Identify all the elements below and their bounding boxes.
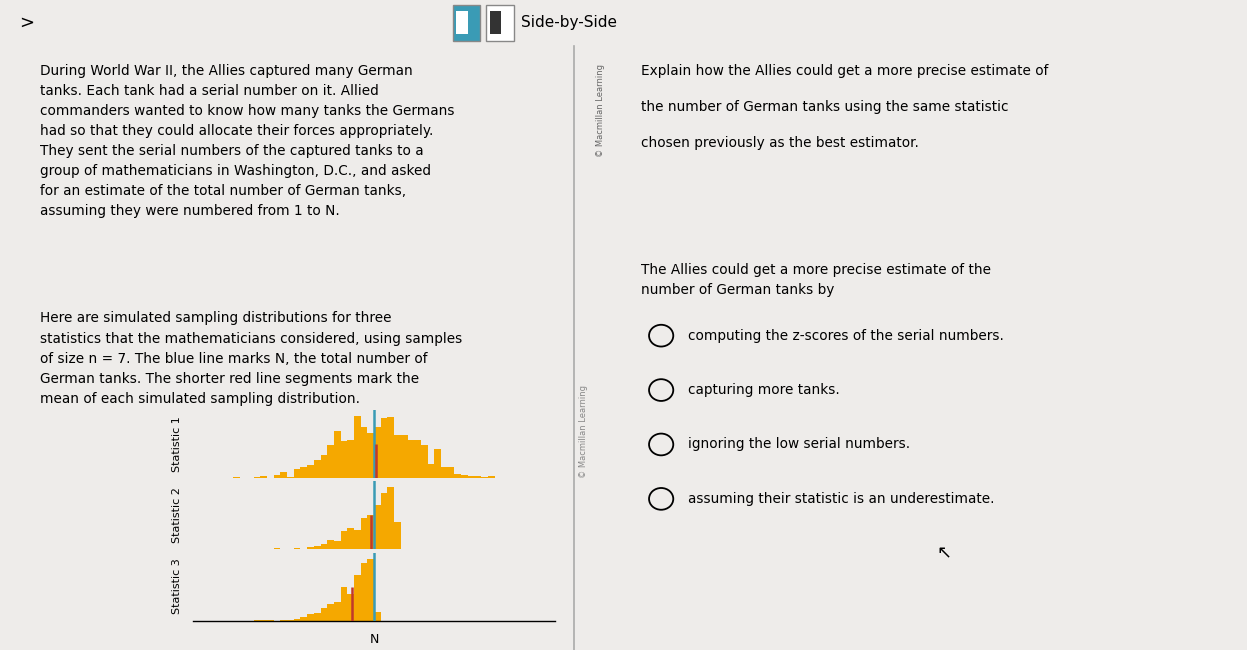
Bar — [421, 445, 428, 478]
Bar — [307, 465, 314, 478]
Bar — [281, 473, 287, 478]
Bar — [374, 506, 380, 549]
Bar — [475, 476, 481, 478]
Bar — [334, 432, 340, 478]
Text: Statistic 1: Statistic 1 — [172, 416, 182, 471]
Text: chosen previously as the best estimator.: chosen previously as the best estimator. — [641, 136, 919, 150]
Bar — [348, 440, 354, 478]
Bar — [368, 432, 374, 478]
Text: Statistic 2: Statistic 2 — [172, 488, 182, 543]
Bar — [307, 614, 314, 621]
Bar — [374, 612, 380, 621]
Bar — [481, 476, 488, 478]
Bar — [294, 548, 301, 549]
Bar — [360, 562, 368, 621]
Bar — [488, 476, 495, 478]
Text: capturing more tanks.: capturing more tanks. — [688, 383, 839, 397]
Text: © Macmillan Learning: © Macmillan Learning — [580, 385, 589, 478]
Text: >: > — [19, 14, 34, 32]
Bar — [348, 528, 354, 549]
Bar — [267, 620, 273, 621]
Text: computing the z-scores of the serial numbers.: computing the z-scores of the serial num… — [688, 329, 1004, 343]
Bar — [320, 544, 327, 549]
Bar — [314, 546, 320, 549]
Text: © Macmillan Learning: © Macmillan Learning — [596, 64, 605, 157]
Bar — [468, 476, 475, 478]
Bar — [273, 474, 281, 478]
Bar — [354, 530, 360, 549]
Bar — [340, 441, 348, 478]
Bar — [327, 604, 334, 621]
Text: The Allies could get a more precise estimate of the
number of German tanks by: The Allies could get a more precise esti… — [641, 263, 991, 297]
Bar — [301, 467, 307, 478]
Bar — [394, 522, 400, 549]
Bar — [314, 613, 320, 621]
Bar — [314, 460, 320, 478]
Text: the number of German tanks using the same statistic: the number of German tanks using the sam… — [641, 100, 1009, 114]
Bar — [388, 417, 394, 478]
Text: assuming their statistic is an underestimate.: assuming their statistic is an underesti… — [688, 492, 995, 506]
Bar — [434, 449, 441, 478]
Text: Here are simulated sampling distributions for three
statistics that the mathemat: Here are simulated sampling distribution… — [40, 311, 463, 406]
Bar — [490, 11, 501, 34]
Bar — [253, 476, 261, 478]
Bar — [327, 540, 334, 549]
FancyBboxPatch shape — [486, 5, 514, 41]
Bar — [334, 541, 340, 549]
Bar — [414, 440, 421, 478]
Bar — [334, 602, 340, 621]
Bar — [388, 488, 394, 549]
Bar — [348, 595, 354, 621]
Bar — [287, 476, 294, 478]
Bar — [307, 547, 314, 549]
Bar — [294, 619, 301, 621]
Bar — [360, 427, 368, 478]
Bar — [394, 435, 400, 478]
Bar — [448, 467, 454, 478]
Bar — [253, 620, 261, 621]
Bar — [428, 464, 434, 478]
Bar — [287, 619, 294, 621]
Bar — [233, 476, 241, 478]
Bar — [454, 474, 461, 478]
Bar — [320, 454, 327, 478]
Text: N: N — [369, 633, 379, 646]
Bar — [261, 476, 267, 478]
Bar — [400, 435, 408, 478]
Bar — [368, 515, 374, 549]
Bar — [294, 469, 301, 478]
Bar — [408, 440, 414, 478]
Bar — [327, 445, 334, 478]
Bar — [360, 517, 368, 549]
Bar — [340, 531, 348, 549]
Bar — [320, 608, 327, 621]
FancyBboxPatch shape — [453, 5, 480, 41]
Bar — [461, 474, 468, 478]
Text: ignoring the low serial numbers.: ignoring the low serial numbers. — [688, 437, 910, 452]
Bar — [380, 418, 388, 478]
Text: Explain how the Allies could get a more precise estimate of: Explain how the Allies could get a more … — [641, 64, 1049, 77]
Text: During World War II, the Allies captured many German
tanks. Each tank had a seri: During World War II, the Allies captured… — [40, 64, 455, 218]
Text: Side-by-Side: Side-by-Side — [521, 15, 617, 31]
Bar — [368, 559, 374, 621]
Bar — [340, 587, 348, 621]
Bar — [354, 575, 360, 621]
Bar — [380, 493, 388, 549]
Bar — [354, 416, 360, 478]
Bar — [441, 467, 448, 478]
Text: Statistic 3: Statistic 3 — [172, 559, 182, 614]
Bar — [301, 617, 307, 621]
Bar — [456, 11, 468, 34]
Bar — [374, 427, 380, 478]
Text: ↖: ↖ — [936, 544, 951, 562]
